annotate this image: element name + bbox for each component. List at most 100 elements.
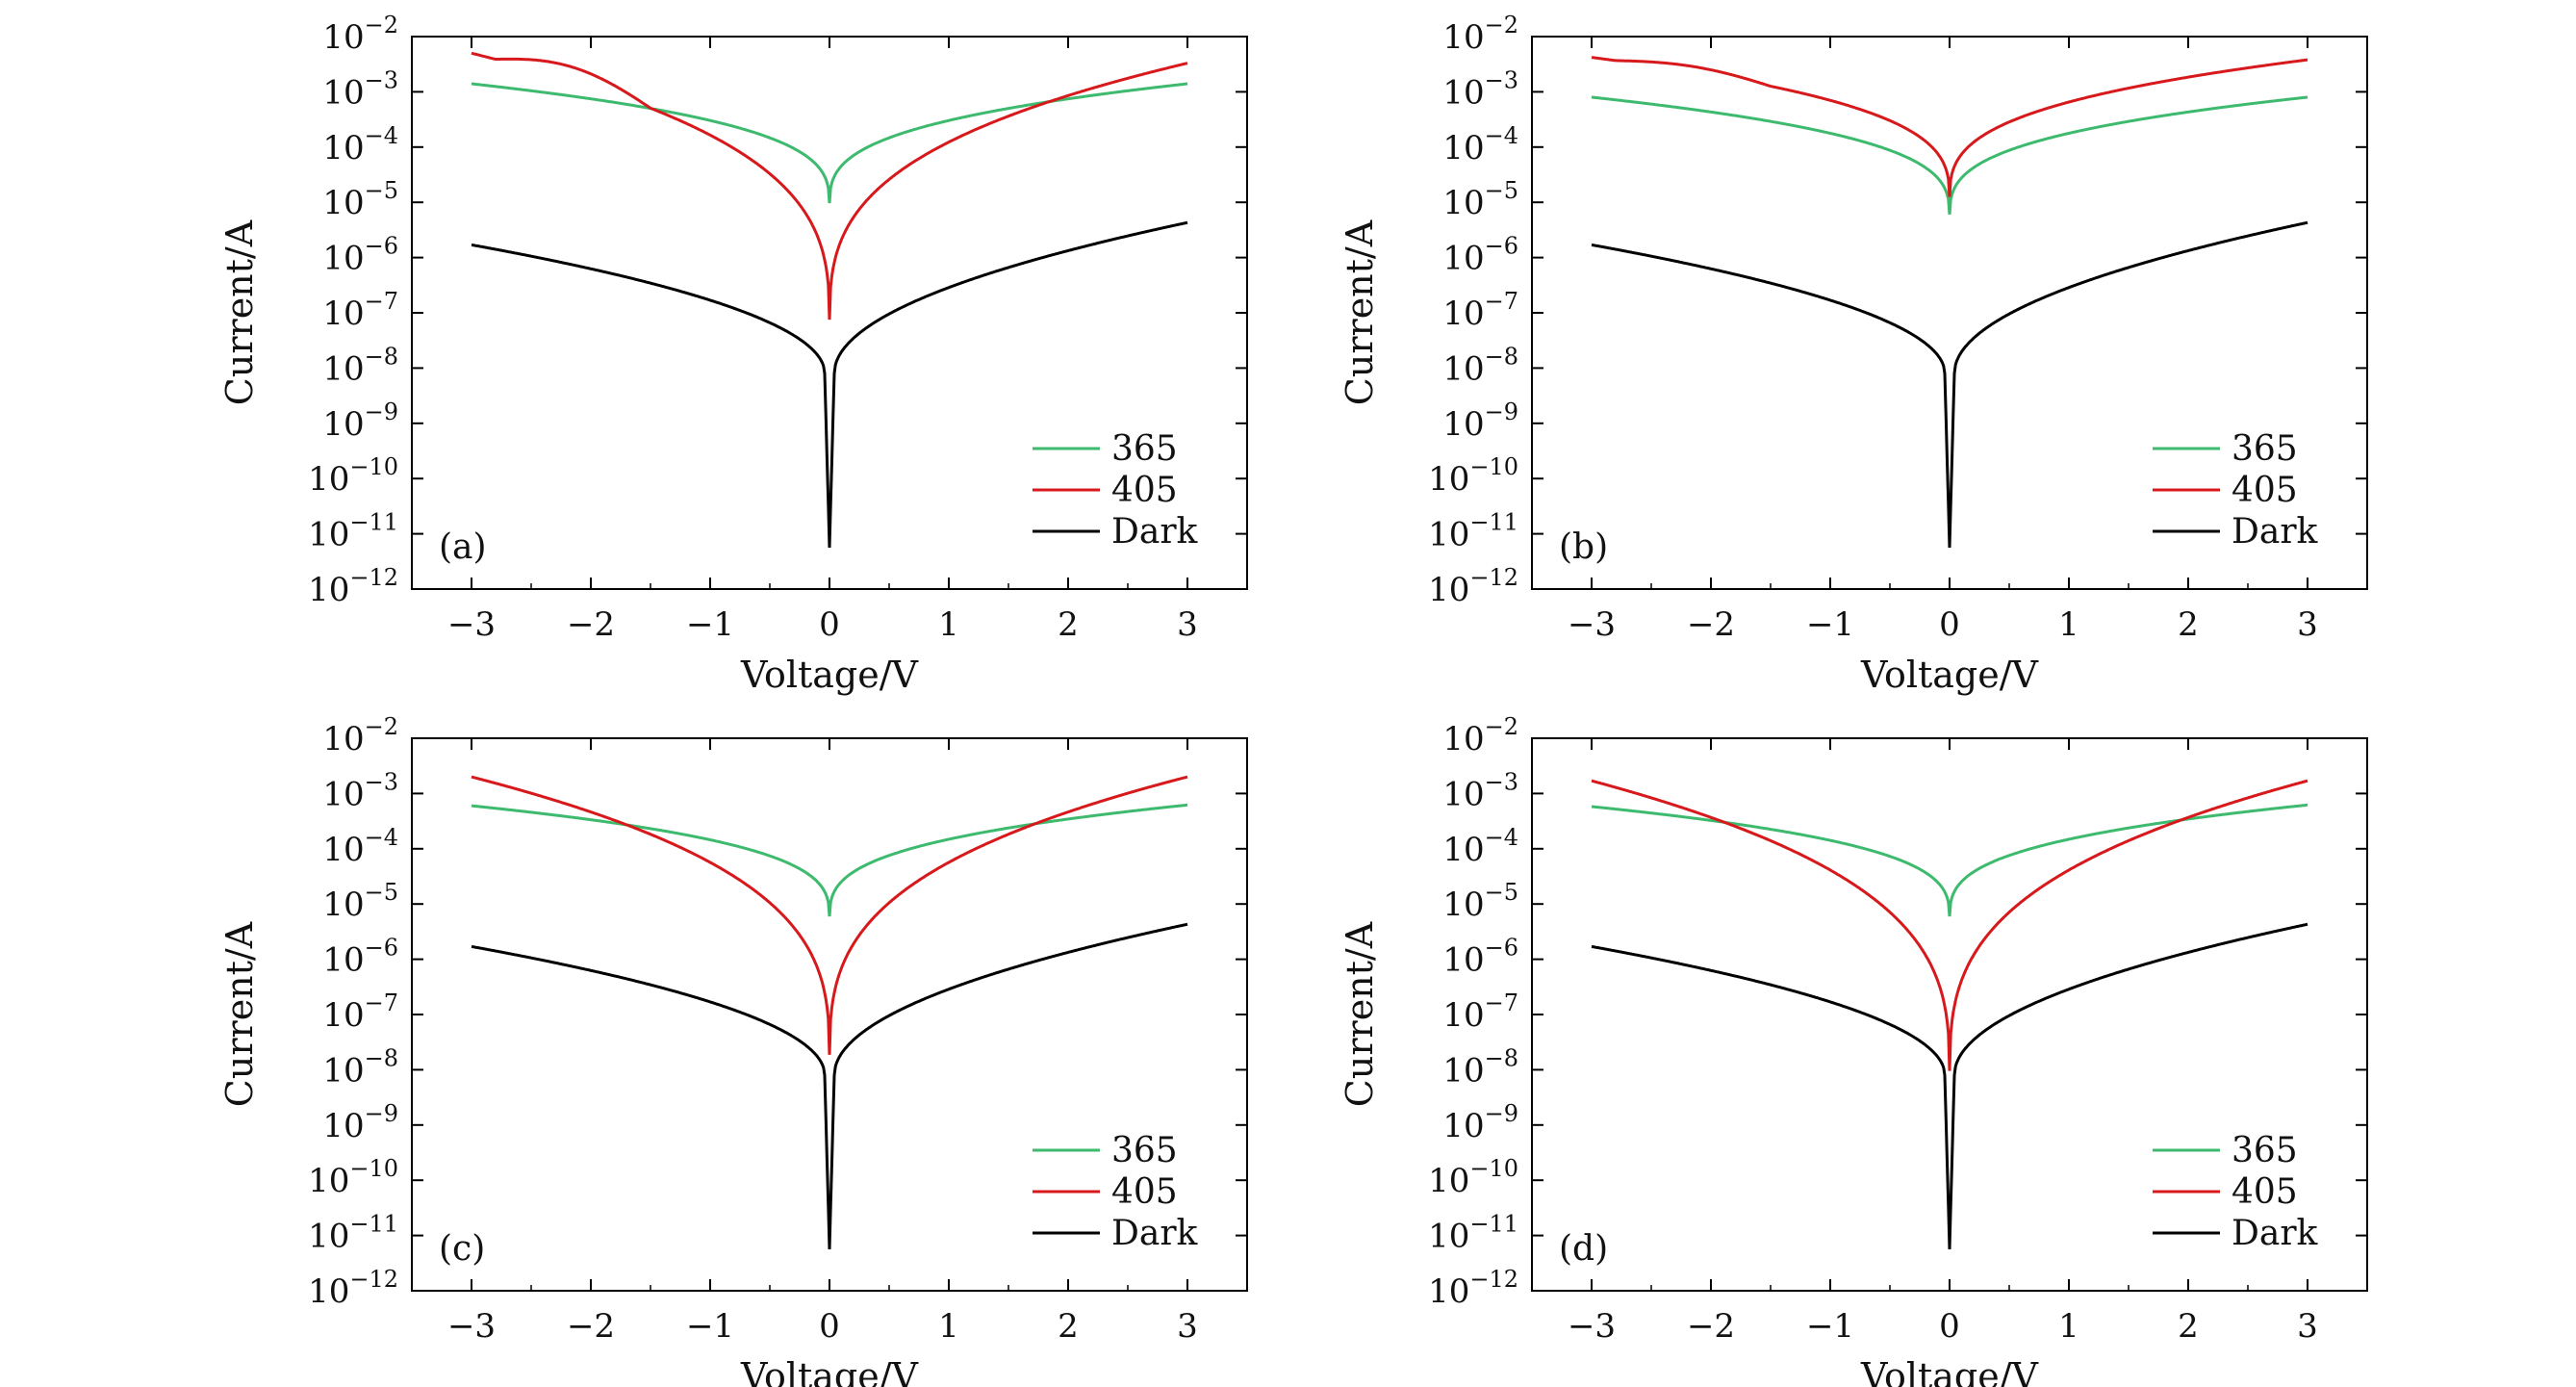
legend-label-dark: Dark — [2232, 512, 2319, 552]
series-line-365 — [1591, 95, 2308, 215]
x-tick-label: 1 — [938, 605, 959, 644]
y-tick-label: 10−10 — [308, 1155, 398, 1200]
y-tick-label: 10−11 — [308, 509, 398, 554]
series-line-405 — [1591, 56, 2308, 197]
y-tick-label: 10−4 — [322, 824, 398, 869]
panel-a: −3 −2 −1 0 1 2 3 10−2 10−3 10−4 10−5 10−6 10−7 10−8 10… — [218, 12, 1248, 696]
y-tick-label: 10−7 — [1442, 989, 1518, 1035]
y-tick-label: 10−2 — [1442, 713, 1518, 758]
x-tick-label: 0 — [819, 1307, 840, 1346]
x-tick-label: −2 — [1687, 1307, 1735, 1346]
y-tick-label: 10−3 — [1442, 66, 1518, 112]
x-axis-label: Voltage/V — [740, 1355, 919, 1387]
y-tick-label: 10−8 — [322, 1044, 398, 1090]
y-tick-label: 10−3 — [322, 66, 398, 112]
y-tick-label: 10−9 — [1442, 398, 1518, 444]
y-tick-label: 10−11 — [1428, 1211, 1518, 1256]
x-tick-label: 0 — [1939, 1307, 1960, 1346]
y-tick-label: 10−5 — [322, 177, 398, 222]
y-tick-label: 10−2 — [1442, 12, 1518, 57]
x-tick-label: −2 — [1687, 605, 1735, 644]
panel-label: (a) — [439, 527, 487, 567]
series-line-dark — [1591, 922, 2308, 1250]
series-line-dark — [1591, 220, 2308, 549]
y-tick-label: 10−6 — [1442, 233, 1518, 278]
legend-label-dark: Dark — [1111, 1214, 1199, 1253]
panel-label: (c) — [439, 1229, 485, 1269]
y-tick-label: 10−12 — [1428, 564, 1518, 609]
legend-label-405: 405 — [2232, 471, 2298, 510]
y-axis-label: Current/A — [1339, 921, 1381, 1107]
x-axis-label: Voltage/V — [1860, 654, 2039, 696]
y-tick-label: 10−7 — [322, 288, 398, 333]
x-tick-label: 2 — [1058, 605, 1079, 644]
x-tick-label: 1 — [2058, 1307, 2079, 1346]
x-tick-label: −2 — [567, 605, 615, 644]
series-line-365 — [471, 803, 1188, 917]
y-tick-label: 10−9 — [322, 1100, 398, 1145]
panel-label: (d) — [1559, 1229, 1608, 1269]
y-tick-label: 10−2 — [322, 713, 398, 758]
y-tick-label: 10−9 — [322, 398, 398, 444]
x-axis-label: Voltage/V — [740, 654, 919, 696]
x-tick-label: −3 — [1568, 605, 1616, 644]
y-tick-label: 10−2 — [322, 12, 398, 57]
x-tick-label: −3 — [447, 1307, 496, 1346]
series-line-405 — [1591, 779, 2308, 1071]
x-tick-label: −1 — [686, 605, 734, 644]
series-line-405 — [471, 51, 1188, 321]
y-tick-label: 10−4 — [1442, 824, 1518, 869]
y-tick-label: 10−8 — [1442, 1044, 1518, 1090]
series-line-dark — [471, 922, 1188, 1250]
x-tick-label: 2 — [2178, 605, 2199, 644]
y-tick-label: 10−3 — [322, 768, 398, 813]
x-tick-label: 2 — [2178, 1307, 2199, 1346]
legend-label-405: 405 — [1111, 1172, 1178, 1212]
y-tick-label: 10−7 — [322, 989, 398, 1035]
legend-label-365: 365 — [2232, 1131, 2298, 1170]
y-tick-label: 10−5 — [1442, 879, 1518, 924]
y-tick-label: 10−10 — [1428, 453, 1518, 499]
y-tick-label: 10−12 — [1428, 1266, 1518, 1311]
x-tick-label: 3 — [1177, 605, 1198, 644]
panel-d: −3 −2 −1 0 1 2 3 10−2 10−3 10−4 10−5 10−6 10−7 10−8 10… — [1339, 713, 2368, 1387]
y-tick-label: 10−11 — [308, 1211, 398, 1256]
y-tick-label: 10−5 — [322, 879, 398, 924]
legend-label-405: 405 — [1111, 471, 1178, 510]
series-line-365 — [471, 82, 1188, 204]
x-tick-label: 1 — [2058, 605, 2079, 644]
x-tick-label: −1 — [686, 1307, 734, 1346]
x-tick-label: 0 — [1939, 605, 1960, 644]
legend-label-365: 365 — [1111, 429, 1178, 469]
legend-label-dark: Dark — [1111, 512, 1199, 552]
y-tick-label: 10−12 — [308, 564, 398, 609]
x-tick-label: 3 — [1177, 1307, 1198, 1346]
y-tick-label: 10−3 — [1442, 768, 1518, 813]
x-tick-label: −1 — [1806, 605, 1854, 644]
y-axis-label: Current/A — [1339, 219, 1381, 405]
panel-b: −3 −2 −1 0 1 2 3 10−2 10−3 10−4 10−5 10−6 10−7 10−8 10… — [1339, 12, 2368, 696]
y-tick-label: 10−10 — [1428, 1155, 1518, 1200]
y-tick-label: 10−6 — [322, 233, 398, 278]
x-tick-label: 0 — [819, 605, 840, 644]
y-axis-label: Current/A — [218, 219, 261, 405]
y-tick-label: 10−10 — [308, 453, 398, 499]
x-tick-label: 1 — [938, 1307, 959, 1346]
legend-label-dark: Dark — [2232, 1214, 2319, 1253]
panel-c: −3 −2 −1 0 1 2 3 10−2 10−3 10−4 10−5 10−6 10−7 10−8 10… — [218, 713, 1248, 1387]
series-line-405 — [471, 775, 1188, 1055]
y-tick-label: 10−11 — [1428, 509, 1518, 554]
legend-label-365: 365 — [2232, 429, 2298, 469]
x-axis-label: Voltage/V — [1860, 1355, 2039, 1387]
legend-label-365: 365 — [1111, 1131, 1178, 1170]
series-line-dark — [471, 220, 1188, 549]
y-tick-label: 10−8 — [1442, 343, 1518, 388]
y-tick-label: 10−9 — [1442, 1100, 1518, 1145]
y-tick-label: 10−4 — [322, 122, 398, 167]
series-line-365 — [1591, 803, 2308, 917]
x-tick-label: −3 — [1568, 1307, 1616, 1346]
x-tick-label: −3 — [447, 605, 496, 644]
x-tick-label: −1 — [1806, 1307, 1854, 1346]
x-tick-label: 3 — [2297, 605, 2318, 644]
